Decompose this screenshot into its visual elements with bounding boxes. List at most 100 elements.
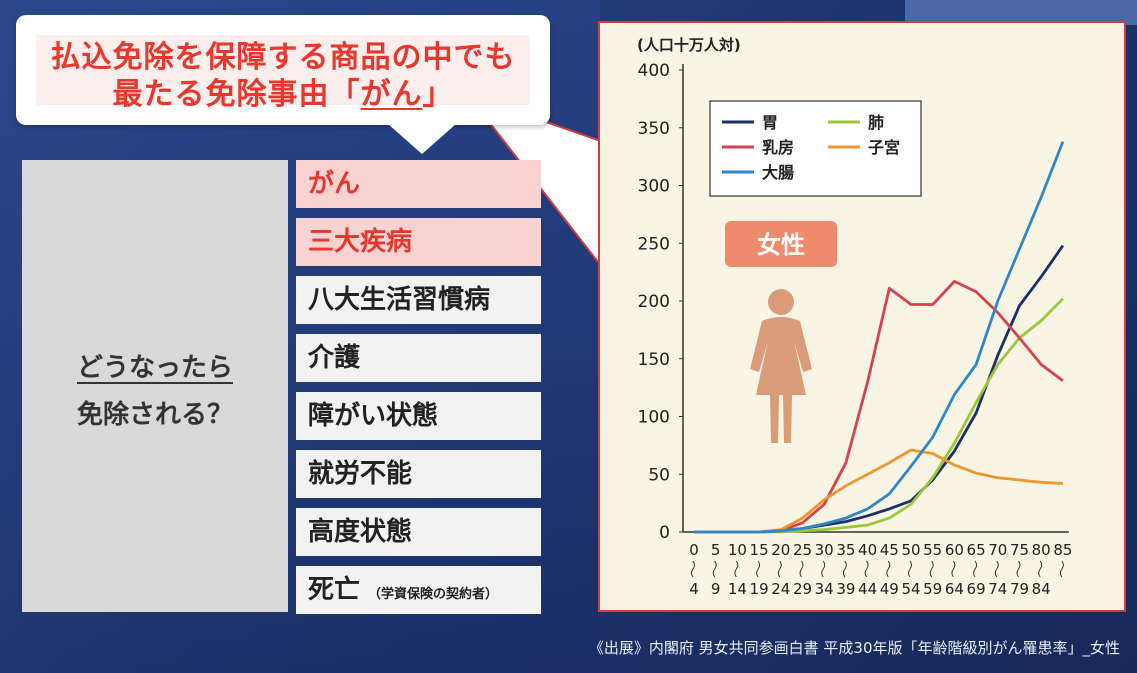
- y-unit-label: (人口十万人対): [637, 36, 741, 54]
- exemption-item-note: （学資保険の契約者）: [368, 587, 499, 602]
- headline-line-2-prefix: 最たる免除事由「: [112, 77, 361, 112]
- headline-bubble: 払込免除を保障する商品の中でも 最たる免除事由「がん」: [16, 15, 550, 125]
- y-tick-label: 300: [638, 177, 670, 197]
- x-tick-label: 40: [858, 541, 877, 559]
- y-tick-label: 400: [638, 61, 670, 81]
- x-tick-range-mark: [691, 560, 695, 578]
- exemption-item: 八大生活習慣病: [296, 276, 541, 324]
- x-tick-label-end: 64: [945, 580, 964, 598]
- x-tick-range-mark: [799, 560, 804, 578]
- x-tick-label: 25: [793, 541, 812, 559]
- x-tick-label-end: 49: [880, 580, 899, 598]
- exemption-item: 介護: [296, 334, 541, 382]
- exemption-item: 障がい状態: [296, 392, 541, 440]
- y-tick-label: 50: [648, 465, 670, 485]
- exemption-item: がん: [296, 160, 541, 208]
- x-tick-range-mark: [1059, 560, 1064, 578]
- x-tick-label-end: 4: [689, 580, 699, 598]
- incidence-chart: (人口十万人対)05010015020025030035040004591014…: [637, 36, 1072, 598]
- x-tick-label-end: 19: [750, 580, 769, 598]
- y-tick-label: 100: [638, 408, 670, 428]
- y-tick-label: 200: [638, 292, 670, 312]
- background-accent: [905, 0, 1137, 25]
- x-tick-label: 85: [1053, 541, 1072, 559]
- female-figure-icon: [750, 289, 812, 443]
- legend-label: 子宮: [868, 138, 900, 157]
- headline-line-2-suffix: 」: [422, 77, 454, 112]
- question-line-1: どうなったら: [76, 353, 233, 383]
- exemption-item-label: がん: [308, 169, 361, 199]
- legend-label: 肺: [868, 113, 884, 132]
- series-line-0: [694, 244, 1065, 534]
- headline-line-2: 最たる免除事由「がん」: [36, 69, 530, 113]
- x-tick-range-mark: [929, 560, 934, 578]
- x-tick-label-end: 79: [1010, 580, 1029, 598]
- legend-label: 大腸: [762, 163, 794, 182]
- x-tick-range-mark: [994, 560, 999, 578]
- exemption-item-label: 八大生活習慣病: [308, 285, 491, 315]
- x-tick-label: 30: [815, 541, 834, 559]
- x-tick-label-end: 84: [1032, 580, 1051, 598]
- exemption-item: 死亡 （学資保険の契約者）: [296, 566, 541, 614]
- x-tick-label-end: 69: [967, 580, 986, 598]
- x-tick-range-mark: [1038, 560, 1043, 578]
- x-tick-label: 0: [689, 541, 699, 559]
- x-tick-label-end: 59: [923, 580, 942, 598]
- question-line-2: 免除される？: [76, 400, 233, 430]
- exemption-item-label: 就労不能: [308, 459, 413, 489]
- chart-panel: (人口十万人対) 0 50 100 150 200 250 300 350 400 0 4 5 9 10 14…: [598, 21, 1126, 612]
- figure-head: [768, 289, 794, 315]
- female-badge-label: 女性: [757, 231, 805, 259]
- exemption-item: 三大疾病: [296, 218, 541, 266]
- series-line-4: [694, 141, 1065, 534]
- exemption-item: 高度状態: [296, 508, 541, 556]
- source-note: 《出展》内閣府 男女共同参画白書 平成30年版「年齢階級別がん罹患率」_女性: [588, 639, 1120, 657]
- y-tick-label: 350: [638, 119, 670, 139]
- bubble-tail: [388, 124, 456, 154]
- x-tick-label: 70: [988, 541, 1007, 559]
- x-tick-range-mark: [712, 560, 717, 578]
- x-tick-label: 20: [771, 541, 790, 559]
- y-tick-label: 0: [659, 523, 670, 543]
- x-tick-label-end: 9: [711, 580, 721, 598]
- legend-label: 乳房: [762, 138, 794, 157]
- x-tick-label: 60: [945, 541, 964, 559]
- x-tick-label-end: 34: [815, 580, 834, 598]
- headline-line-1: 払込免除を保障する商品の中でも: [50, 40, 516, 75]
- x-tick-label: 75: [1010, 541, 1029, 559]
- x-tick-label-end: 44: [858, 580, 877, 598]
- x-tick-label: 50: [901, 541, 920, 559]
- x-tick-label: 80: [1032, 541, 1051, 559]
- exemption-item: 就労不能: [296, 450, 541, 498]
- exemption-item-label: 障がい状態: [308, 401, 439, 431]
- legend-label: 胃: [762, 113, 778, 132]
- x-tick-range-mark: [1016, 560, 1021, 578]
- x-tick-label: 10: [728, 541, 747, 559]
- exemption-item-label: 死亡: [308, 575, 361, 605]
- headline-box: 払込免除を保障する商品の中でも 最たる免除事由「がん」: [36, 35, 530, 112]
- x-tick-label-end: 39: [836, 580, 855, 598]
- x-tick-range-mark: [864, 560, 869, 578]
- x-tick-range-mark: [951, 560, 956, 578]
- x-tick-range-mark: [886, 560, 891, 578]
- x-tick-label-end: 29: [793, 580, 812, 598]
- x-tick-label: 45: [880, 541, 899, 559]
- x-tick-label: 5: [711, 541, 721, 559]
- x-tick-label: 15: [750, 541, 769, 559]
- y-tick-label: 150: [638, 350, 670, 370]
- female-badge: [725, 221, 837, 267]
- x-tick-range-mark: [756, 560, 761, 578]
- figure-body: [750, 317, 812, 443]
- x-tick-label: 35: [836, 541, 855, 559]
- x-tick-label-end: 54: [901, 580, 920, 598]
- x-tick-label-end: 74: [988, 580, 1007, 598]
- x-tick-range-mark: [734, 560, 739, 578]
- exemption-item-label: 高度状態: [308, 517, 413, 547]
- series-line-2: [694, 279, 1064, 534]
- x-tick-label-end: 14: [728, 580, 747, 598]
- x-tick-range-mark: [908, 560, 912, 578]
- exemption-item-label: 三大疾病: [308, 227, 413, 257]
- headline-emphasis: がん: [360, 77, 423, 112]
- x-tick-range-mark: [777, 560, 782, 578]
- question-box: どうなったら 免除される？: [22, 160, 288, 612]
